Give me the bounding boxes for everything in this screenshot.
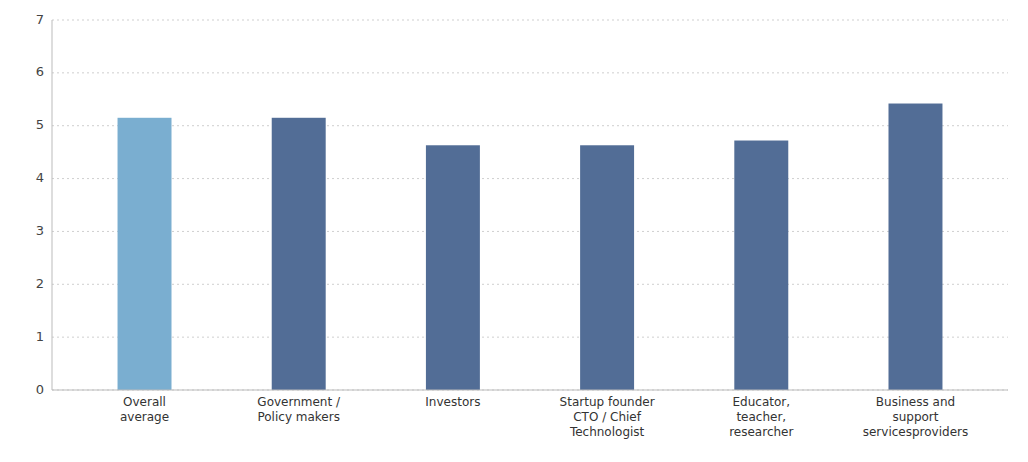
bar [426, 145, 480, 390]
grid-line [52, 337, 1008, 338]
x-tick-label-line: Investors [425, 395, 480, 409]
x-tick-label-line: average [120, 410, 169, 424]
grid [52, 20, 1008, 390]
x-tick-label-line: Business and [876, 395, 955, 409]
y-tick-label: 5 [36, 117, 44, 132]
x-tick-label-line: teacher, [736, 410, 786, 424]
x-tick-label-line: Educator, [733, 395, 791, 409]
x-tick-label: Educator,teacher,researcher [729, 395, 793, 439]
x-tick-label: Business andsupportservicesproviders [863, 395, 969, 439]
x-tick-label: Investors [425, 395, 480, 409]
x-tick-label-line: Technologist [569, 425, 645, 439]
y-tick-label: 3 [36, 223, 44, 238]
grid-line [52, 20, 1008, 21]
x-tick-label-line: Policy makers [257, 410, 339, 424]
page: {"chart_data": {"type": "bar", "categori… [0, 0, 1028, 462]
grid-line [52, 390, 1008, 391]
x-tick-label-line: Startup founder [560, 395, 655, 409]
y-tick-label: 7 [36, 12, 44, 27]
chart: 0 1 2 3 4 5 6 7 Overallaverage Government /Policy… [0, 0, 1028, 462]
x-tick-label-line: servicesproviders [863, 425, 969, 439]
x-axis-line [52, 390, 1008, 391]
y-tick-label: 0 [36, 382, 44, 397]
x-tick-label-line: researcher [729, 425, 793, 439]
grid-line [52, 72, 1008, 73]
x-tick-label-line: Overall [123, 395, 166, 409]
y-tick-label: 1 [36, 329, 44, 344]
bar [580, 145, 634, 390]
bar [734, 141, 788, 390]
x-tick-label-line: support [892, 410, 938, 424]
bar [118, 118, 172, 390]
y-tick-label: 6 [36, 64, 44, 79]
grid-line [52, 178, 1008, 179]
x-tick-label: Overallaverage [120, 395, 169, 424]
x-tick-label-line: CTO / Chief [573, 410, 642, 424]
y-axis-line [52, 20, 53, 390]
x-tick-label-line: Government / [257, 395, 341, 409]
grid-line [52, 231, 1008, 232]
chart-container: 0 1 2 3 4 5 6 7 Overallaverage Government /Policy… [0, 0, 1028, 462]
bar [889, 104, 943, 390]
x-tick-label: Government /Policy makers [257, 395, 341, 424]
bars [118, 104, 943, 390]
x-tick-label: Startup founderCTO / ChiefTechnologist [560, 395, 655, 439]
y-tick-label: 2 [36, 276, 44, 291]
y-tick-label: 4 [36, 170, 44, 185]
bar [272, 118, 326, 390]
grid-line [52, 125, 1008, 126]
grid-line [52, 284, 1008, 285]
